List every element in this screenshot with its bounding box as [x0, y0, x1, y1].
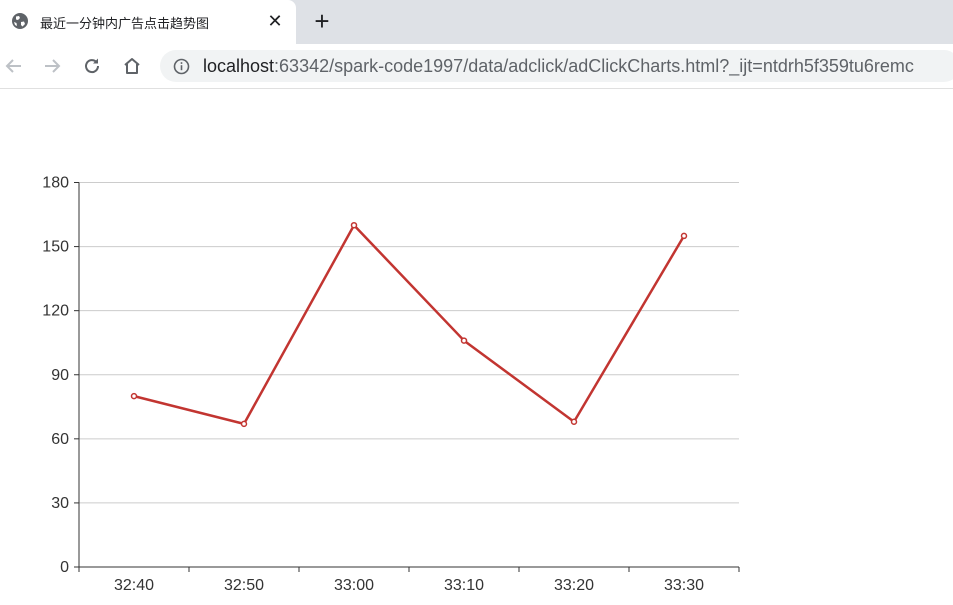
x-tick-label: 33:10 — [444, 577, 484, 594]
data-point — [350, 221, 358, 229]
browser-toolbar: localhost:63342/spark-code1997/data/adcl… — [0, 44, 953, 89]
tab-strip: 最近一分钟内广告点击趋势图 ✕ + — [0, 0, 953, 44]
data-point — [460, 337, 468, 344]
data-point — [240, 420, 248, 428]
x-tick-label: 33:20 — [554, 577, 594, 594]
data-point — [680, 232, 688, 240]
tab-title: 最近一分钟内广告点击趋势图 — [40, 16, 210, 31]
info-icon[interactable] — [173, 58, 190, 75]
x-tick-label: 32:40 — [114, 577, 154, 594]
y-tick-label: 120 — [42, 303, 69, 320]
series-line — [133, 223, 686, 426]
url-path: :63342/spark-code1997/data/adclick/adCli… — [274, 56, 914, 76]
reload-icon[interactable] — [78, 52, 106, 80]
address-bar[interactable]: localhost:63342/spark-code1997/data/adcl… — [160, 50, 953, 82]
data-point — [570, 418, 578, 425]
y-tick-label: 60 — [51, 431, 69, 448]
y-tick-label: 30 — [51, 495, 69, 512]
x-tick-label: 33:30 — [664, 577, 704, 594]
back-arrow-icon[interactable] — [0, 52, 28, 80]
y-tick-label: 150 — [42, 239, 69, 256]
y-tick-label: 180 — [42, 175, 69, 192]
url-text[interactable]: localhost:63342/spark-code1997/data/adcl… — [203, 56, 914, 77]
y-tick-label: 90 — [51, 367, 69, 384]
url-host: localhost — [203, 56, 275, 76]
globe-icon — [11, 12, 29, 30]
close-icon[interactable]: ✕ — [267, 11, 283, 31]
data-point — [130, 392, 138, 400]
x-tick-label: 33:00 — [334, 577, 374, 594]
ad-click-line-chart: 0 30 60 90 120 150 180 32:40 32:50 33:00 33:10 33:2… — [42, 175, 740, 594]
plus-icon[interactable]: + — [314, 6, 330, 36]
browser-tab[interactable]: 最近一分钟内广告点击趋势图 ✕ — [0, 0, 296, 44]
forward-arrow-icon[interactable] — [38, 52, 66, 80]
home-icon[interactable] — [118, 52, 146, 80]
x-tick-label: 32:50 — [224, 577, 264, 594]
y-tick-label: 0 — [60, 559, 69, 576]
